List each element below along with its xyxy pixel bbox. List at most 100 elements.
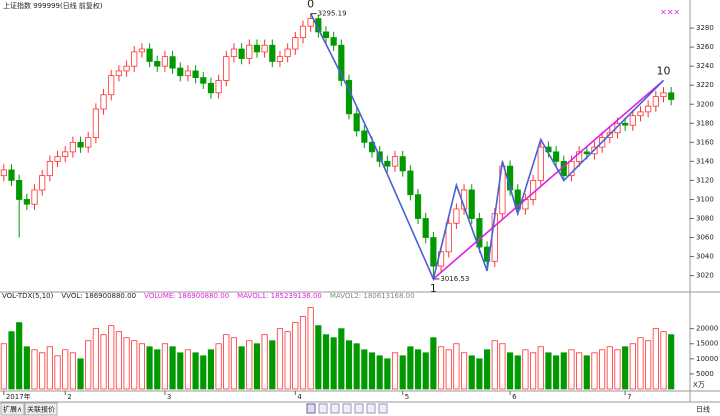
volume-bar (476, 358, 483, 390)
volume-bar (138, 343, 145, 390)
volume-bar (192, 352, 199, 390)
y-tick-label: 10000 (696, 355, 718, 363)
legend-item: MAVOL1: 185239136.00 (237, 292, 322, 300)
candle-body (146, 48, 153, 62)
candle-body (54, 156, 61, 162)
y-tick-label: 3100 (696, 195, 714, 203)
tool-icon[interactable] (306, 403, 316, 414)
tab[interactable] (0, 402, 25, 416)
candle-body (476, 218, 483, 248)
volume-bar (184, 349, 192, 390)
tab[interactable] (24, 402, 58, 416)
candle-body (161, 56, 168, 67)
period-label[interactable]: 日线 (696, 405, 710, 414)
candle-body (276, 56, 284, 62)
y-tick-label: 15000 (696, 340, 718, 348)
wave-label: 1 (430, 282, 437, 295)
volume-bar (8, 331, 15, 390)
tool-icon[interactable] (366, 403, 376, 414)
candle-body (200, 77, 207, 84)
y-tick-label: 3280 (696, 24, 714, 32)
volume-bar (200, 355, 207, 390)
tool-icon[interactable] (318, 403, 328, 414)
volume-bar (115, 331, 122, 390)
candle-body (391, 156, 399, 167)
tool-icon[interactable] (330, 403, 340, 414)
trend-line (432, 79, 665, 280)
candle-body (215, 80, 222, 94)
y-tick-label: 3260 (696, 43, 714, 51)
y-tick-label: 3220 (696, 81, 714, 89)
volume-bar (39, 352, 46, 390)
volume-bar (131, 340, 138, 390)
candle-body (645, 105, 652, 113)
volume-bar (606, 346, 613, 390)
tool-icon[interactable] (342, 403, 352, 414)
candle-body (62, 151, 69, 158)
y-tick-label: 3120 (696, 176, 714, 184)
volume-bar (0, 343, 7, 390)
volume-bar (460, 352, 468, 390)
volume-bar (23, 346, 30, 390)
legend-item: VOL-TDX(5,10) (2, 292, 54, 300)
x-tick-label: 4 (297, 393, 302, 401)
tab-label[interactable]: 关联报价 (27, 405, 55, 414)
volume-bar (591, 352, 598, 390)
candle-body (31, 189, 38, 205)
volume-bar (69, 352, 76, 390)
volume-bar (422, 352, 429, 390)
volume-bar (207, 349, 215, 390)
candle-body (583, 151, 590, 155)
volume-bar (146, 346, 153, 390)
volume-bar (330, 337, 337, 390)
x-tick-label: 5 (405, 393, 409, 401)
tool-icon[interactable] (354, 403, 364, 414)
volume-bar (223, 334, 230, 390)
volume-bar (407, 346, 414, 390)
candle-body (69, 141, 76, 153)
status-marks: ××× (660, 8, 680, 17)
volume-bar (583, 355, 590, 390)
x-tick-label: 7 (627, 393, 631, 401)
candle-body (322, 31, 330, 39)
candle-body (77, 141, 84, 148)
candle-body (100, 94, 107, 110)
volume-bar (123, 337, 130, 390)
candle-body (154, 61, 161, 67)
candle-body (414, 194, 422, 219)
volume-bar (345, 340, 353, 390)
volume-bar (292, 322, 299, 390)
volume-bar (553, 355, 560, 390)
chart-title: 上证指数 999999(日线 前复权) (3, 1, 103, 10)
volume-bar (307, 307, 314, 390)
candle-body (537, 146, 544, 181)
volume-bar (154, 349, 161, 390)
y-tick-label: 3060 (696, 234, 714, 242)
annotation-label: 3016.53 (440, 275, 469, 283)
volume-bar (161, 343, 168, 390)
tab-label[interactable]: 扩展∧ (3, 405, 22, 414)
volume-bar (276, 328, 284, 390)
candle-body (115, 70, 122, 77)
volume-bar (31, 349, 38, 390)
volume-bar (399, 355, 406, 390)
volume-bar (62, 349, 69, 390)
volume-bar (92, 328, 99, 390)
candle-body (177, 67, 184, 77)
volume-bar (537, 346, 544, 390)
candle-body (353, 113, 360, 132)
candle-body (576, 151, 583, 162)
volume-bar (530, 352, 537, 390)
candle-body (184, 70, 192, 77)
candle-body (92, 108, 99, 138)
volume-bar (368, 352, 376, 390)
volume-bar (322, 334, 330, 390)
candle-body (46, 160, 53, 177)
tool-icon[interactable] (378, 403, 388, 414)
candle-body (23, 199, 30, 205)
candle-body (514, 189, 521, 210)
volume-bar (246, 340, 253, 390)
volume-bar (269, 340, 276, 390)
volume-bar (338, 328, 345, 390)
